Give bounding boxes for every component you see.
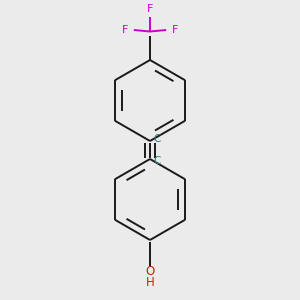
Text: F: F	[147, 4, 153, 14]
Text: F: F	[172, 25, 178, 35]
Text: C: C	[153, 134, 160, 144]
Text: C: C	[153, 156, 160, 167]
Text: F: F	[122, 25, 128, 35]
Text: O: O	[146, 265, 154, 278]
Text: H: H	[146, 276, 154, 290]
